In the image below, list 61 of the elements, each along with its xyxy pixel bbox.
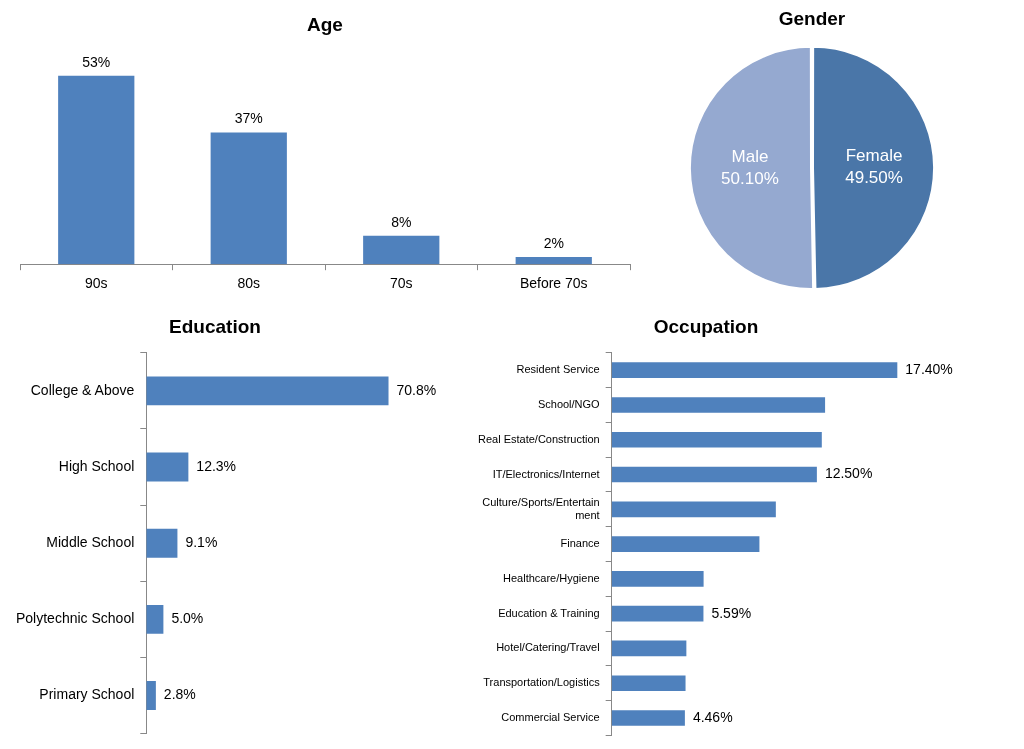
bar (611, 710, 685, 726)
y-tick-label: Real Estate/Construction (478, 432, 600, 445)
bar (146, 681, 156, 710)
bar (611, 571, 704, 587)
x-tick-label: 90s (84, 275, 108, 292)
data-label: 4.46% (692, 708, 733, 725)
bar (146, 452, 189, 482)
chart-title: Education (169, 315, 261, 337)
data-label: 5.0% (171, 610, 204, 627)
data-label: 12.3% (196, 457, 237, 474)
y-tick-label: Polytechnic School (15, 610, 135, 627)
slice-label: Female (845, 146, 903, 165)
x-tick-label: 70s (389, 275, 413, 292)
bar (611, 431, 822, 448)
y-tick-label: High School (58, 457, 135, 474)
data-label: 70.8% (396, 381, 437, 398)
chart-title: Occupation (653, 315, 759, 337)
x-tick-label: 80s (237, 275, 261, 292)
chart-title: Age (307, 13, 343, 35)
bar (146, 604, 164, 634)
bar (515, 257, 592, 265)
bar (611, 640, 687, 657)
slice-label: Male (731, 147, 769, 167)
bar (611, 605, 704, 622)
bar (611, 675, 686, 692)
bar (363, 235, 440, 265)
data-label: 49.50% (845, 168, 903, 187)
y-tick-label: Commercial Service (501, 711, 600, 724)
bar (611, 466, 817, 483)
chart-title: Gender (778, 7, 846, 29)
y-tick-label: Transportation/Logistics (483, 676, 601, 689)
y-tick-label: IT/Electronics/Internet (492, 467, 600, 480)
bar (210, 132, 287, 265)
y-tick-label: Middle School (46, 534, 135, 551)
y-tick-label: Primary School (39, 686, 135, 703)
data-label: 50.10% (721, 169, 779, 189)
bar (611, 501, 776, 518)
bar (611, 397, 826, 413)
data-label: 37% (234, 110, 263, 127)
data-label: 9.1% (185, 534, 218, 551)
bar (611, 536, 760, 552)
y-tick-label: Culture/Sports/Entertainment (482, 495, 600, 521)
bar (611, 362, 898, 379)
data-label: 2% (543, 234, 564, 251)
y-tick-label: Finance (560, 537, 600, 550)
data-label: 2.8% (163, 686, 196, 703)
data-label: 12.50% (824, 465, 873, 482)
bar (146, 528, 178, 558)
data-label: 8% (391, 213, 412, 230)
x-tick-label: Before 70s (519, 275, 588, 292)
y-tick-label: Resident Service (516, 363, 600, 376)
y-tick-label: College & Above (30, 381, 135, 398)
data-label: 53% (82, 53, 111, 70)
bar (146, 376, 389, 406)
y-tick-label: Education & Training (498, 606, 600, 619)
data-label: 17.40% (905, 361, 953, 378)
data-label: 5.59% (711, 604, 752, 621)
y-tick-label: Hotel/Catering/Travel (496, 641, 600, 654)
y-tick-label: Healthcare/Hygiene (503, 571, 600, 584)
y-tick-label: School/NGO (537, 398, 601, 410)
bar (58, 75, 135, 265)
